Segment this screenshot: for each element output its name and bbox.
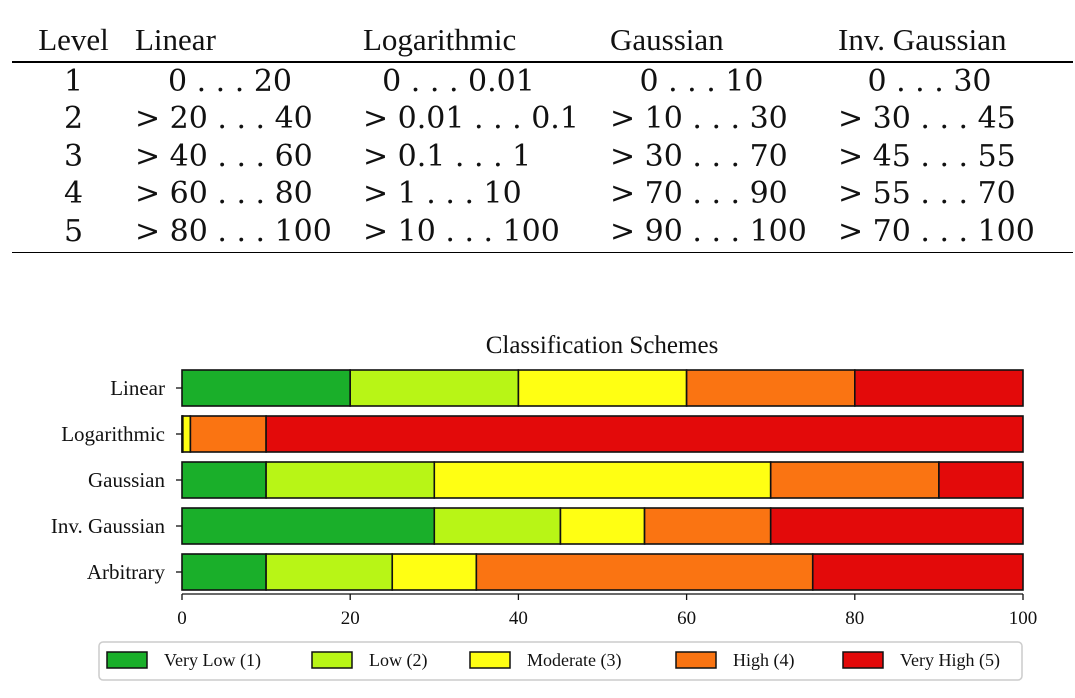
legend-swatch bbox=[675, 651, 717, 669]
bar-segment-linear-level-4 bbox=[685, 369, 856, 407]
bar-segment-inv-gaussian-level-3 bbox=[559, 507, 646, 545]
table-cell: > 70 . . . 100 bbox=[838, 212, 1073, 253]
table-row: 5 > 80 . . . 100 > 10 . . . 100 > 90 . .… bbox=[12, 212, 1073, 253]
bar-segment-inv-gaussian-level-5 bbox=[769, 507, 1024, 545]
table-cell-level: 1 bbox=[63, 64, 84, 99]
table-cell: > 0.01 . . . 0.1 bbox=[363, 101, 579, 137]
table-cell: > 80 . . . 100 bbox=[135, 212, 363, 253]
table-cell: > 30 . . . 70 bbox=[610, 138, 788, 174]
y-tick-label: Arbitrary bbox=[87, 560, 166, 584]
table-cell: > 10 . . . 30 bbox=[610, 101, 788, 137]
legend-swatch bbox=[311, 651, 353, 669]
header-linear: Linear bbox=[135, 18, 363, 63]
y-tick-label: Gaussian bbox=[88, 468, 165, 492]
table-cell: > 70 . . . 90 bbox=[610, 176, 788, 212]
legend-swatch bbox=[469, 651, 511, 669]
table-cell: > 55 . . . 70 bbox=[838, 176, 1016, 212]
table-row: 2 > 20 . . . 40 > 0.01 . . . 0.1 > 10 . … bbox=[12, 100, 1073, 137]
bar-segment-gaussian-level-4 bbox=[769, 461, 940, 499]
table-cell-level: 3 bbox=[63, 138, 84, 174]
legend-swatch bbox=[106, 651, 148, 669]
table-cell: > 30 . . . 45 bbox=[838, 101, 1016, 137]
header-level: Level bbox=[12, 18, 135, 63]
range-table: Level Linear Logarithmic Gaussian Inv. G… bbox=[12, 18, 1073, 253]
header-logarithmic: Logarithmic bbox=[363, 18, 610, 63]
x-tick-label: 60 bbox=[677, 608, 696, 629]
table-cell-level: 4 bbox=[63, 176, 84, 212]
table-cell: > 60 . . . 80 bbox=[135, 176, 313, 212]
table-cell: > 90 . . . 100 bbox=[610, 212, 838, 253]
bar-segment-gaussian-level-1 bbox=[181, 461, 267, 499]
y-tick-label: Logarithmic bbox=[61, 422, 165, 446]
table-cell: > 20 . . . 40 bbox=[135, 101, 313, 137]
bars-layer bbox=[181, 369, 1024, 591]
table-cell-level: 5 bbox=[12, 212, 135, 253]
table-cell: > 10 . . . 100 bbox=[363, 212, 610, 253]
bar-segment-linear-level-2 bbox=[349, 369, 520, 407]
bar-segment-arbitrary-level-1 bbox=[181, 553, 267, 591]
legend-label: High (4) bbox=[733, 650, 795, 671]
legend-label: Very Low (1) bbox=[164, 650, 261, 671]
x-tick-label: 80 bbox=[845, 608, 864, 629]
legend-swatch bbox=[842, 651, 884, 669]
x-tick-label: 100 bbox=[1009, 608, 1038, 629]
bar-segment-logarithmic-level-5 bbox=[265, 415, 1024, 453]
table-cell-level: 2 bbox=[63, 101, 84, 137]
legend-label: Moderate (3) bbox=[527, 650, 621, 671]
bar-segment-gaussian-level-2 bbox=[265, 461, 436, 499]
bar-segment-linear-level-5 bbox=[853, 369, 1024, 407]
bar-segment-inv-gaussian-level-1 bbox=[181, 507, 436, 545]
bar-segment-linear-level-1 bbox=[181, 369, 351, 407]
bar-segment-logarithmic-level-3 bbox=[182, 415, 192, 453]
table-cell: > 45 . . . 55 bbox=[838, 138, 1016, 174]
legend: Very Low (1) Low (2) Moderate (3) High (4) V… bbox=[98, 641, 1023, 681]
y-tick-label: Inv. Gaussian bbox=[51, 514, 166, 538]
category-labels: Linear Logarithmic Gaussian Inv. Gaussian Ar… bbox=[51, 376, 182, 584]
header-inv-gaussian: Inv. Gaussian bbox=[838, 18, 1073, 63]
bar-segment-inv-gaussian-level-2 bbox=[433, 507, 562, 545]
table-row: 3 > 40 . . . 60 > 0.1 . . . 1 > 30 . . .… bbox=[12, 138, 1073, 175]
y-tick-label: Linear bbox=[110, 376, 165, 400]
bar-segment-arbitrary-level-2 bbox=[265, 553, 394, 591]
x-axis: 0 20 40 60 80 100 bbox=[177, 593, 1038, 629]
x-tick-label: 40 bbox=[509, 608, 528, 629]
x-tick-label: 20 bbox=[341, 608, 360, 629]
table-row: 4 > 60 . . . 80 > 1 . . . 10 > 70 . . . … bbox=[12, 175, 1073, 212]
bar-segment-arbitrary-level-5 bbox=[811, 553, 1024, 591]
legend-label: Very High (5) bbox=[900, 650, 1000, 671]
bar-segment-gaussian-level-5 bbox=[938, 461, 1024, 499]
table-header-row: Level Linear Logarithmic Gaussian Inv. G… bbox=[12, 18, 1073, 63]
bar-segment-inv-gaussian-level-4 bbox=[643, 507, 772, 545]
bar-segment-logarithmic-level-4 bbox=[189, 415, 267, 453]
bar-segment-arbitrary-level-4 bbox=[475, 553, 814, 591]
table-cell: > 0.1 . . . 1 bbox=[363, 138, 532, 174]
chart-title: Classification Schemes bbox=[486, 332, 719, 359]
table-cell: 0 . . . 30 bbox=[867, 64, 992, 99]
table-row: 1 0 . . . 20 0 . . . 0.01 0 . . . 10 0 .… bbox=[12, 62, 1073, 100]
x-tick-label: 0 bbox=[177, 608, 187, 629]
table-cell: 0 . . . 0.01 bbox=[382, 64, 535, 99]
table-cell: > 1 . . . 10 bbox=[363, 176, 522, 212]
bar-segment-arbitrary-level-3 bbox=[391, 553, 478, 591]
legend-label: Low (2) bbox=[369, 650, 427, 671]
table-cell: 0 . . . 10 bbox=[639, 64, 764, 99]
table-cell: 0 . . . 20 bbox=[167, 64, 292, 99]
bar-segment-gaussian-level-3 bbox=[433, 461, 772, 499]
bar-segment-linear-level-3 bbox=[517, 369, 688, 407]
header-gaussian: Gaussian bbox=[610, 18, 838, 63]
table-cell: > 40 . . . 60 bbox=[135, 138, 313, 174]
